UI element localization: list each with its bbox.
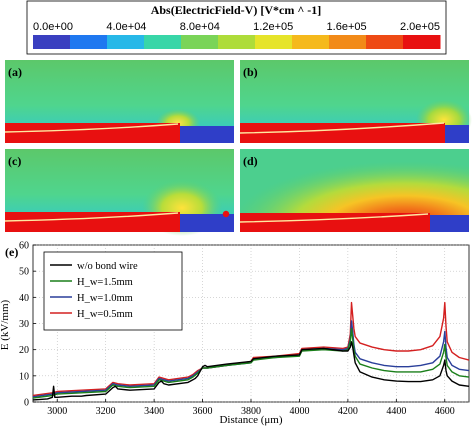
- colorbar-segment: [366, 35, 404, 49]
- colorbar-tick-label: 8.0e+04: [180, 21, 220, 33]
- panel-c: (c): [4, 149, 234, 236]
- panel-c-edge: [4, 212, 179, 222]
- panel-d-label: (d): [243, 154, 258, 168]
- x-tick-label: 3200: [96, 406, 116, 417]
- panel-b-conductor: [240, 123, 445, 143]
- colorbar-segment: [403, 35, 441, 49]
- colorbar-segment: [218, 35, 256, 49]
- series-line: [32, 328, 470, 399]
- x-tick-label: 3400: [144, 406, 164, 417]
- series-line: [32, 301, 470, 397]
- legend: w/o bond wire H_w=1.5mm H_w=1.0mm H_w=0.…: [43, 251, 183, 331]
- panel-b-edge: [239, 122, 445, 134]
- colorbar-segment: [255, 35, 293, 49]
- series-lines: [32, 301, 470, 401]
- panel-c-conductor: [5, 212, 180, 232]
- colorbar-tick-label: 4.0e+04: [106, 21, 146, 33]
- panel-a-substrate: [180, 126, 234, 143]
- colorbar: Abs(ElectricField-V) [V*cm ^ -1] 0.0e+00…: [26, 0, 447, 55]
- y-tick-label: 50: [19, 267, 29, 278]
- panel-c-substrate: [180, 214, 234, 232]
- colorbar-tick-label: 2.0e+05: [400, 21, 440, 33]
- x-tick-label: 3800: [241, 406, 261, 417]
- colorbar-scale: [33, 35, 441, 49]
- x-tick-label: 4400: [386, 406, 406, 417]
- colorbar-tick-label: 1.2e+05: [253, 21, 293, 33]
- x-tick-label: 4200: [338, 406, 358, 417]
- y-tick-label: 20: [19, 345, 29, 356]
- panel-e-label: (e): [5, 245, 18, 259]
- panel-b: (b): [239, 60, 472, 143]
- legend-label-hw-0-5: H_w=0.5mm: [77, 309, 133, 320]
- panel-a: (a): [4, 60, 234, 143]
- panel-d-substrate: [430, 215, 469, 232]
- colorbar-segment: [144, 35, 182, 49]
- colorbar-tick-label: 1.6e+05: [327, 21, 367, 33]
- series-line: [32, 341, 470, 401]
- colorbar-segment: [70, 35, 108, 49]
- panel-a-edge: [4, 123, 179, 133]
- x-tick-label: 4600: [435, 406, 455, 417]
- legend-label-wo-bond-wire: w/o bond wire: [77, 261, 138, 272]
- x-tick-label: 3600: [193, 406, 213, 417]
- colorbar-segment: [107, 35, 145, 49]
- panel-c-wire: [222, 210, 230, 218]
- y-tick-label: 60: [19, 241, 29, 252]
- panel-d: (d): [239, 149, 469, 232]
- figure-caption: [0, 426, 474, 437]
- colorbar-segment: [292, 35, 330, 49]
- y-tick-label: 10: [19, 371, 29, 382]
- y-tick-label: 0: [24, 398, 29, 409]
- colorbar-title: Abs(ElectricField-V) [V*cm ^ -1]: [151, 3, 322, 17]
- legend-label-hw-1-5: H_w=1.5mm: [77, 277, 133, 288]
- axis-ticks: 3000 3200 3400 3600 3800 4000 4200 4400 4600 0 10 2…: [19, 241, 455, 418]
- panel-c-label: (c): [8, 154, 21, 168]
- y-tick-label: 40: [19, 293, 29, 304]
- panel-b-substrate: [445, 125, 469, 143]
- legend-label-hw-1-0: H_w=1.0mm: [77, 293, 133, 304]
- colorbar-segment: [181, 35, 219, 49]
- panel-a-label: (a): [8, 65, 22, 79]
- chart-e: 3000 3200 3400 3600 3800 4000 4200 4400 4600 0 10 2…: [0, 241, 470, 426]
- x-axis-label: Distance (μm): [219, 414, 282, 426]
- panel-d-conductor: [240, 213, 430, 232]
- colorbar-ticks: 0.0e+00 4.0e+04 8.0e+04 1.2e+05 1.6e+05 2.0e+…: [33, 21, 440, 33]
- panel-d-edge: [239, 213, 429, 223]
- panel-b-label: (b): [243, 65, 258, 79]
- colorbar-tick-label: 0.0e+00: [33, 21, 73, 33]
- x-tick-label: 4000: [289, 406, 309, 417]
- y-axis-label: E (kV/mm): [0, 299, 11, 350]
- y-tick-label: 30: [19, 319, 29, 330]
- panel-a-conductor: [5, 123, 180, 143]
- colorbar-segment: [329, 35, 367, 49]
- figure: Abs(ElectricField-V) [V*cm ^ -1] 0.0e+00…: [0, 0, 472, 426]
- colorbar-segment: [33, 35, 71, 49]
- x-tick-label: 3000: [47, 406, 67, 417]
